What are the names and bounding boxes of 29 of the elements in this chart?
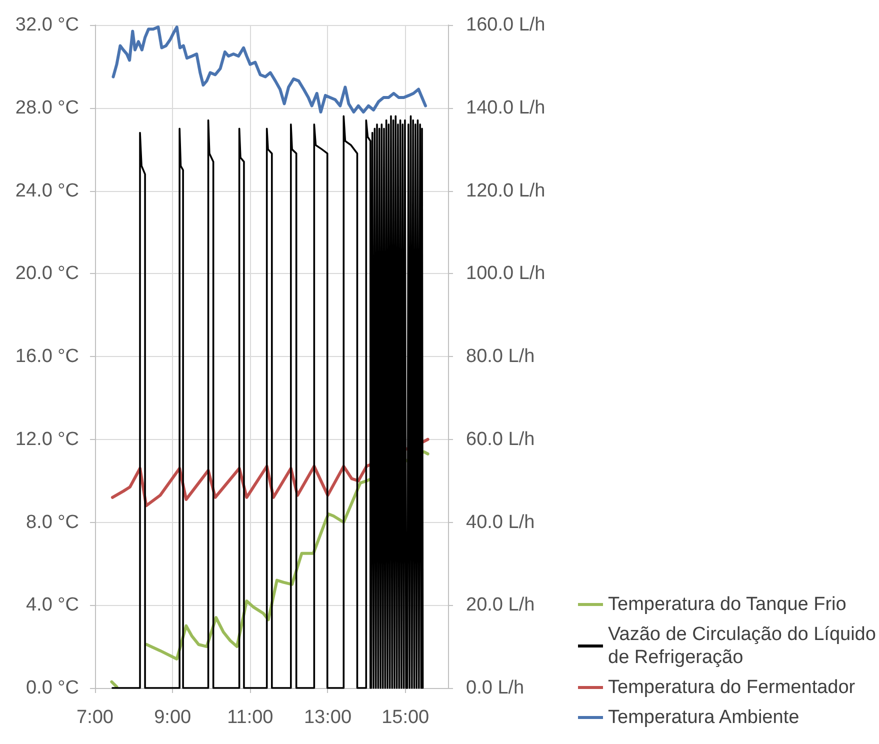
- y2-tick-label: 20.0 L/h: [466, 594, 535, 616]
- y-tick-label: 24.0 °C: [15, 180, 79, 202]
- y2-tick-label: 40.0 L/h: [466, 512, 535, 533]
- y2-tick-label: 60.0 L/h: [466, 428, 535, 450]
- y2-tick-label: 0.0 L/h: [466, 678, 524, 698]
- y-tick-label: 28.0 °C: [15, 97, 79, 118]
- x-tick-label: 11:00: [227, 707, 274, 728]
- legend-label: Temperatura do Tanque Frio: [608, 594, 846, 615]
- y2-tick-label: 140.0 L/h: [466, 97, 546, 118]
- legend-label: Vazão de Circulação do Líquido de Refrigeração: [608, 624, 876, 668]
- x-tick-label: 9:00: [154, 707, 192, 728]
- x-tick-label: 7:00: [76, 707, 114, 728]
- y2-tick-label: 120.0 L/h: [466, 180, 546, 202]
- y-tick-label: 12.0 °C: [15, 428, 79, 450]
- y2-tick-label: 160.0 L/h: [466, 14, 546, 36]
- legend-label: Temperatura do Fermentador: [608, 677, 856, 698]
- line-series: [112, 26, 427, 114]
- y-tick-label: 32.0 °C: [15, 14, 79, 36]
- x-tick-label: 15:00: [382, 707, 430, 728]
- y-tick-label: 20.0 °C: [15, 263, 79, 284]
- line-series: [112, 115, 424, 689]
- y-tick-label: 8.0 °C: [26, 512, 79, 533]
- y-tick-label: 4.0 °C: [26, 594, 79, 616]
- y-tick-label: 0.0 °C: [26, 678, 79, 698]
- legend-label: Temperatura Ambiente: [608, 707, 800, 728]
- y2-tick-label: 100.0 L/h: [466, 263, 546, 284]
- y-tick-label: 16.0 °C: [15, 346, 79, 367]
- x-tick-label: 13:00: [304, 707, 352, 728]
- y2-tick-label: 80.0 L/h: [466, 346, 535, 367]
